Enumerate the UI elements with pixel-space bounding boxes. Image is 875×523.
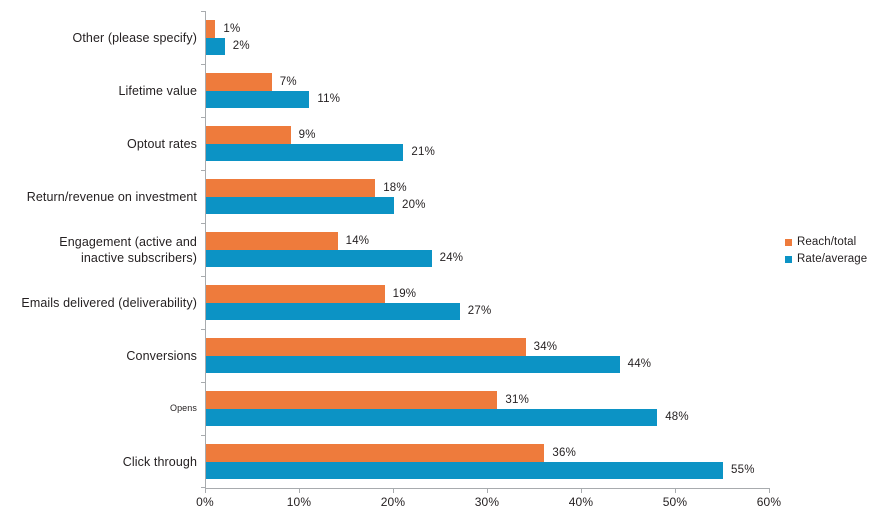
y-axis-tick [201,329,205,330]
bar-rate-average [206,249,432,267]
bar-rate-average [206,302,460,320]
x-axis-tick-label: 60% [756,495,782,509]
bar-reach-total [206,285,385,303]
x-axis-tick [769,489,770,493]
bar-rate-average [206,196,394,214]
bar-rate-average [206,143,404,161]
value-label-rate-average: 20% [402,199,426,212]
legend-label-reach-total: Reach/total [797,236,857,248]
value-label-reach-total: 34% [533,340,558,353]
bar-reach-total [206,126,291,144]
bar-rate-average [206,90,310,108]
legend-label-rate-average: Rate/average [797,253,868,265]
bar-rate-average [206,408,658,426]
y-axis-tick [201,117,205,118]
category-label-return-revenue-on-investment: Return/revenue on investment [26,189,197,204]
x-axis-tick-label: 0% [196,495,214,509]
category-label-click-through: Click through [122,454,197,469]
value-label-rate-average: 24% [439,252,464,265]
value-label-reach-total: 31% [505,393,530,406]
category-label-lifetime-value: Lifetime value [118,83,197,98]
y-axis-tick [201,64,205,65]
value-label-reach-total: 19% [392,287,417,300]
x-axis-tick-label: 10% [286,495,312,509]
y-axis-tick [201,435,205,436]
y-axis-line [205,11,206,488]
category-label-emails-delivered-deliverability: Emails delivered (deliverability) [21,295,197,310]
bar-reach-total [206,391,498,409]
bar-rate-average [206,461,723,479]
bar-rate-average [206,355,620,373]
x-axis-tick [299,489,300,493]
value-label-rate-average: 44% [627,358,652,371]
value-label-reach-total: 14% [345,234,370,247]
value-label-reach-total: 1% [223,22,241,35]
value-label-reach-total: 7% [279,75,297,88]
x-axis-line [205,488,770,489]
legend: Reach/total Rate/average [785,236,867,270]
value-label-rate-average: 11% [317,93,341,106]
category-label-optout-rates: Optout rates [127,136,197,151]
value-label-rate-average: 2% [232,40,250,53]
category-label-opens: Opens [169,402,197,413]
value-label-rate-average: 21% [411,146,436,159]
category-label-conversions: Conversions [126,348,197,363]
bar-reach-total [206,338,526,356]
y-axis-tick [201,276,205,277]
legend-swatch-reach-total [785,238,792,246]
value-label-rate-average: 48% [665,411,689,424]
y-axis-tick [201,11,205,12]
y-axis-tick [201,170,205,171]
value-label-reach-total: 36% [552,446,577,459]
x-axis-tick [393,489,394,493]
bar-rate-average [206,37,225,55]
x-axis-tick-label: 50% [662,495,688,509]
category-label-engagement-active-and: Engagement (active and inactive subscrib… [59,234,197,265]
plot-area: 1% 2% 7% 11% 9% 21% 18% 20% 14% 24% 19% 27% 34% 44% 31… [201,11,770,493]
bar-reach-total [206,73,272,91]
y-axis-tick [201,382,205,383]
x-axis-tick [581,489,582,493]
x-axis-tick [675,489,676,493]
value-label-rate-average: 55% [731,464,755,477]
value-label-rate-average: 27% [467,305,492,318]
legend-swatch-rate-average [785,255,792,263]
bar-reach-total [206,232,338,250]
y-axis-tick [201,487,205,488]
y-axis-tick [201,223,205,224]
x-axis-tick [205,489,206,493]
bar-reach-total [206,179,376,197]
bar-reach-total [206,444,545,462]
category-label-other-please-specify: Other (please specify) [72,30,197,45]
x-axis-tick-label: 30% [474,495,500,509]
value-label-reach-total: 18% [383,181,407,194]
value-label-reach-total: 9% [298,128,316,141]
legend-item-reach-total: Reach/total [785,236,867,248]
bar-reach-total [206,20,216,38]
x-axis-tick-label: 20% [380,495,406,509]
legend-item-rate-average: Rate/average [785,253,867,265]
x-axis-tick [487,489,488,493]
x-axis-tick-label: 40% [568,495,594,509]
